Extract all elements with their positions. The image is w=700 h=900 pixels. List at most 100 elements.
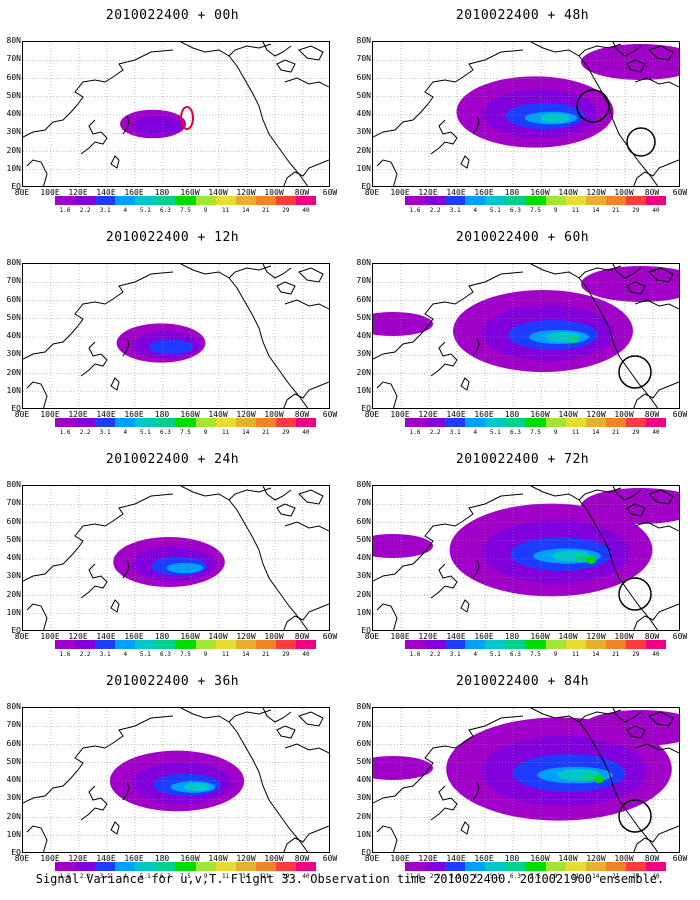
colorbar-label: 29: [282, 873, 290, 880]
coastline: [376, 825, 398, 852]
colorbar-label: 14: [242, 873, 250, 880]
coastline: [122, 337, 130, 357]
colorbar-label: 21: [612, 651, 620, 658]
latitude-label: 60N: [6, 72, 21, 82]
latitude-label: 20N: [6, 367, 21, 377]
latitude-label: 70N: [6, 54, 21, 64]
coastline: [262, 486, 292, 501]
latitude-label: 10N: [356, 829, 371, 839]
coastline: [633, 825, 679, 852]
latitude-label: 20N: [356, 367, 371, 377]
colorbar-swatch: [215, 640, 236, 649]
longitude-label: 160W: [530, 410, 550, 419]
coastline: [460, 599, 470, 613]
latitude-label: 50N: [356, 534, 371, 544]
colorbar-label: 1.6: [59, 651, 71, 658]
longitude-label: 100W: [614, 188, 634, 197]
map-panel-p84: 2010022400 + 84h 80N 70N 60N 50N 40N 30N 20N 10N…: [350, 666, 695, 888]
longitude-label: 160W: [180, 410, 200, 419]
colorbar-labels: 1.6 2.2 3.1 4 5.1 6.3 7.5 9 11 14 21 29 40: [405, 873, 666, 881]
latitude-label: 40N: [6, 553, 21, 562]
colorbar-label: 5.1: [489, 429, 501, 436]
longitude-label: 60W: [672, 854, 688, 863]
map-plot: [372, 485, 680, 631]
colorbar-swatch: [175, 196, 196, 205]
coastline: [298, 711, 324, 727]
colorbar-label: 40: [652, 651, 660, 658]
colorbar-swatch: [505, 196, 526, 205]
variance-contour-west: [373, 534, 433, 558]
coastline: [376, 159, 398, 186]
latitude-labels: 80N 70N 60N 50N 40N 30N 20N 10N EQ: [350, 481, 372, 635]
colorbar-swatch: [425, 862, 446, 871]
colorbar-swatch: [75, 418, 96, 427]
longitude-label: 80E: [14, 632, 30, 641]
coastline: [648, 489, 674, 505]
longitude-label: 80W: [644, 188, 660, 197]
map-plot: [22, 41, 330, 187]
map-svg: [373, 264, 679, 408]
colorbar-swatch: [75, 196, 96, 205]
colorbar-label: 3.1: [449, 429, 461, 436]
longitude-label: 100W: [264, 410, 284, 419]
colorbar-label: 21: [262, 207, 270, 214]
colorbar-swatch: [605, 418, 626, 427]
coastline: [23, 271, 174, 360]
coastline: [472, 337, 480, 357]
latitude-label: 80N: [6, 36, 21, 45]
colorbar-label: 4: [123, 651, 128, 658]
longitude-label: 120E: [68, 188, 88, 197]
colorbar-label: 21: [262, 429, 270, 436]
colorbar-label: 29: [282, 651, 290, 658]
colorbar-swatch: [465, 196, 486, 205]
coastline: [276, 59, 296, 73]
longitude-label: 80E: [364, 188, 380, 197]
variance-contour-6: [567, 335, 579, 343]
longitude-label: 120W: [236, 854, 256, 863]
longitude-label: 80W: [644, 632, 660, 641]
coastline: [276, 503, 296, 517]
coastline: [430, 563, 458, 599]
longitude-label: 80E: [14, 188, 30, 197]
coastline: [626, 59, 646, 73]
colorbar-label: 3.1: [449, 873, 461, 880]
latitude-label: 40N: [356, 331, 371, 340]
colorbar-swatch: [525, 640, 546, 649]
map-plot: [22, 263, 330, 409]
colorbar: [55, 862, 317, 871]
longitude-label: 160E: [124, 410, 144, 419]
colorbar-labels: 1.6 2.2 3.1 4 5.1 6.3 7.5 9 11 14 21 29 40: [55, 873, 316, 881]
coastline: [634, 521, 679, 532]
colorbar-swatch: [75, 862, 96, 871]
map-svg: [373, 486, 679, 630]
colorbar-label: 1.6: [409, 651, 421, 658]
longitude-label: 80W: [644, 410, 660, 419]
colorbar-swatch: [155, 418, 176, 427]
colorbar-swatch: [115, 862, 136, 871]
colorbar-swatch: [445, 418, 466, 427]
colorbar-label: 14: [592, 207, 600, 214]
longitude-label: 140E: [96, 632, 116, 641]
latitude-label: EQ: [361, 404, 371, 413]
longitude-labels: 80E 100E 120E 140E 160E 180 160W 140W 120W 100W 80…: [365, 410, 687, 420]
colorbar-swatch: [425, 640, 446, 649]
variance-field: [113, 537, 225, 587]
coastline: [578, 265, 622, 279]
coastline: [110, 377, 120, 391]
colorbar-labels: 1.6 2.2 3.1 4 5.1 6.3 7.5 9 11 14 21 29 40: [55, 429, 316, 437]
colorbar-swatch: [505, 418, 526, 427]
coastline: [430, 785, 458, 821]
latitude-label: 10N: [6, 385, 21, 395]
longitude-label: 120W: [236, 188, 256, 197]
coastline: [612, 42, 642, 57]
latitude-label: 30N: [356, 349, 371, 359]
latitude-label: 20N: [356, 589, 371, 599]
longitude-label: 120E: [68, 410, 88, 419]
longitude-label: 80E: [364, 632, 380, 641]
colorbar-label: 14: [242, 651, 250, 658]
coastline: [472, 115, 480, 135]
colorbar-label: 21: [612, 207, 620, 214]
colorbar-swatch: [445, 862, 466, 871]
colorbar-swatch: [295, 862, 317, 871]
colorbar-swatch: [425, 418, 446, 427]
